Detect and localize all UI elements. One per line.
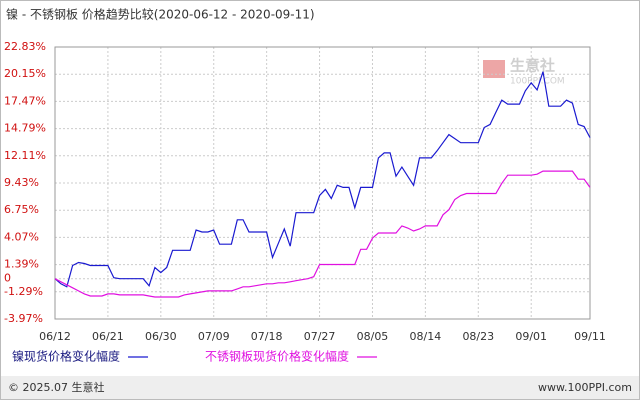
legend-label: 不锈钢板现货价格变化幅度 (205, 349, 349, 364)
watermark-logo (483, 60, 505, 78)
y-tick-label: 0 (4, 272, 11, 285)
x-tick-label: 09/01 (515, 330, 547, 343)
y-tick-label: 17.47% (4, 94, 46, 107)
footer-left: © 2025.07 生意社 (8, 380, 104, 394)
x-tick-label: 07/27 (304, 330, 336, 343)
footer-right: www.100PPI.com (538, 381, 632, 394)
watermark-text: 生意社 (510, 57, 555, 75)
y-tick-label: 6.75% (4, 203, 39, 216)
x-tick-label: 08/05 (357, 330, 389, 343)
y-tick-label: -1.29% (4, 285, 43, 298)
y-tick-label: -3.97% (4, 312, 43, 325)
x-tick-label: 07/18 (251, 330, 283, 343)
plot-frame (54, 46, 591, 320)
x-tick-label: 06/21 (92, 330, 124, 343)
y-tick-label: 1.39% (4, 258, 39, 271)
y-tick-label: 12.11% (4, 149, 46, 162)
y-tick-label: 9.43% (4, 176, 39, 189)
y-tick-label: 22.83% (4, 40, 46, 53)
x-tick-label: 08/14 (410, 330, 442, 343)
x-tick-label: 08/23 (462, 330, 494, 343)
y-tick-label: 14.79% (4, 122, 46, 135)
watermark-text: 100PPI.COM (510, 77, 565, 87)
y-tick-label: 4.07% (4, 230, 39, 243)
x-tick-label: 06/12 (39, 330, 71, 343)
series-line (54, 71, 591, 288)
legend-label: 镍现货价格变化幅度 (12, 349, 120, 364)
x-tick-label: 09/11 (574, 330, 606, 343)
series-line (54, 170, 591, 298)
y-tick-label: 20.15% (4, 67, 46, 80)
watermark: 生意社 100PPI.COM (483, 57, 565, 87)
footer-band (1, 376, 639, 399)
x-tick-label: 07/09 (198, 330, 230, 343)
x-tick-label: 06/30 (145, 330, 177, 343)
chart-title: 镍 - 不锈钢板 价格趋势比较(2020-06-12 - 2020-09-11) (6, 7, 315, 22)
